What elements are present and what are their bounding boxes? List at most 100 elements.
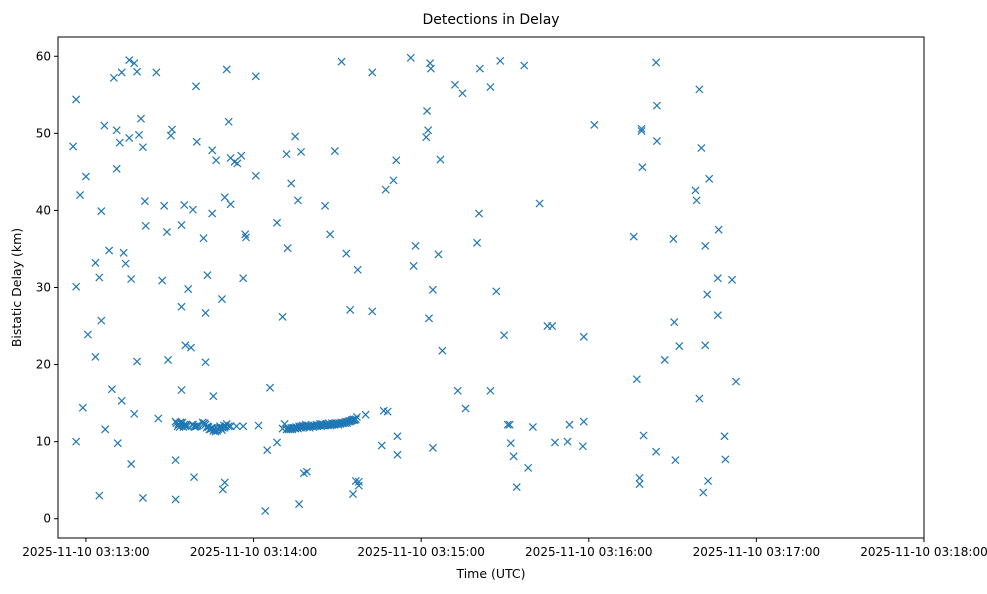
data-point bbox=[438, 346, 447, 355]
data-point bbox=[191, 82, 201, 91]
data-point bbox=[152, 68, 161, 77]
data-point bbox=[348, 490, 358, 499]
data-point bbox=[326, 230, 335, 239]
y-tick-label: 40 bbox=[36, 203, 51, 217]
y-axis-ticks: 0 10 20 30 40 50 60 bbox=[36, 49, 58, 526]
data-point bbox=[578, 442, 587, 451]
data-point bbox=[241, 230, 250, 239]
data-point bbox=[632, 375, 641, 384]
data-point bbox=[565, 420, 574, 429]
data-points bbox=[69, 53, 741, 516]
data-point bbox=[691, 186, 700, 195]
y-tick-label: 20 bbox=[36, 358, 51, 372]
data-point bbox=[105, 246, 114, 255]
data-point bbox=[670, 318, 679, 327]
data-point bbox=[731, 377, 741, 386]
data-point bbox=[500, 331, 509, 340]
data-point bbox=[134, 130, 144, 139]
data-point bbox=[95, 491, 104, 500]
data-point bbox=[208, 146, 217, 155]
data-point bbox=[393, 432, 402, 441]
data-point bbox=[337, 57, 346, 66]
data-point bbox=[635, 473, 644, 482]
data-point bbox=[458, 89, 467, 98]
data-point bbox=[383, 407, 392, 416]
data-point bbox=[474, 209, 484, 218]
data-point bbox=[520, 61, 529, 70]
data-point bbox=[239, 274, 248, 283]
data-point bbox=[119, 248, 128, 257]
chart-title: Detections in Delay bbox=[422, 12, 559, 28]
data-point bbox=[302, 467, 311, 476]
x-axis-label: Time (UTC) bbox=[455, 566, 525, 581]
data-point bbox=[133, 357, 142, 366]
data-point bbox=[524, 463, 533, 472]
data-point bbox=[701, 241, 710, 250]
data-point bbox=[423, 106, 432, 116]
data-point bbox=[675, 342, 684, 351]
data-point bbox=[361, 410, 370, 419]
data-point bbox=[160, 201, 169, 210]
y-tick-label: 50 bbox=[36, 126, 51, 140]
data-point bbox=[503, 420, 512, 429]
data-point bbox=[171, 456, 180, 465]
data-point bbox=[637, 124, 646, 133]
data-point bbox=[351, 415, 360, 424]
data-point bbox=[291, 132, 300, 141]
data-point bbox=[109, 73, 118, 82]
data-point bbox=[232, 422, 241, 431]
data-point bbox=[351, 476, 360, 485]
data-point bbox=[434, 250, 443, 259]
data-point bbox=[381, 185, 390, 194]
data-point bbox=[192, 137, 201, 146]
data-point bbox=[272, 218, 282, 227]
data-point bbox=[426, 64, 435, 73]
data-point bbox=[486, 386, 495, 395]
data-point bbox=[368, 307, 377, 316]
data-point bbox=[127, 274, 136, 284]
data-point bbox=[125, 133, 134, 142]
data-point bbox=[728, 275, 737, 284]
data-point bbox=[212, 156, 221, 165]
data-point bbox=[69, 142, 78, 151]
data-point bbox=[714, 225, 723, 234]
data-point bbox=[177, 302, 186, 311]
data-point bbox=[72, 282, 81, 291]
data-point bbox=[251, 171, 260, 180]
data-point bbox=[220, 478, 229, 487]
data-point bbox=[496, 56, 505, 65]
data-point bbox=[117, 396, 126, 405]
data-point bbox=[283, 244, 292, 253]
x-tick-label: 2025-11-10 03:13:00 bbox=[22, 545, 149, 559]
y-tick-label: 30 bbox=[36, 281, 51, 295]
data-point bbox=[293, 196, 302, 205]
data-point bbox=[81, 172, 90, 181]
data-point bbox=[563, 437, 572, 446]
data-point bbox=[692, 196, 701, 205]
data-point bbox=[535, 199, 544, 208]
data-point bbox=[652, 447, 661, 456]
data-point bbox=[579, 332, 588, 341]
data-point bbox=[660, 355, 669, 364]
data-point bbox=[406, 53, 415, 62]
data-point bbox=[181, 341, 190, 350]
data-point bbox=[254, 421, 263, 430]
data-point bbox=[629, 232, 638, 241]
data-point bbox=[133, 67, 142, 76]
data-point bbox=[695, 85, 704, 94]
data-point bbox=[138, 143, 147, 152]
data-point bbox=[321, 201, 330, 210]
data-point bbox=[107, 385, 116, 394]
data-point bbox=[154, 414, 163, 423]
data-point bbox=[377, 441, 386, 450]
data-point bbox=[186, 343, 195, 352]
data-point bbox=[190, 473, 199, 482]
plot-frame bbox=[57, 36, 925, 539]
data-point bbox=[72, 437, 81, 446]
data-point bbox=[652, 137, 661, 146]
y-tick-label: 60 bbox=[36, 49, 51, 63]
data-point bbox=[184, 285, 193, 294]
data-point bbox=[180, 201, 189, 210]
